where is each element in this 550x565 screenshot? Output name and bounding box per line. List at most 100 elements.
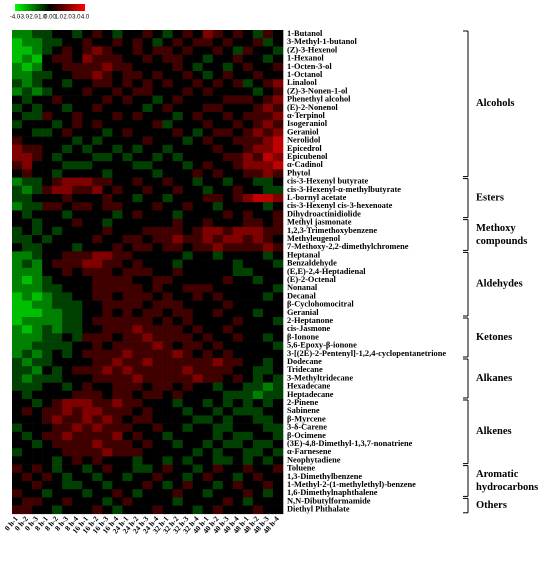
heatmap-cell: [52, 259, 63, 269]
heatmap-cell: [252, 87, 264, 96]
heatmap-cell: [222, 276, 234, 285]
heatmap-cell: [242, 431, 254, 441]
heatmap-cell: [82, 95, 93, 105]
heatmap-cell: [162, 202, 173, 211]
heatmap-cell: [182, 415, 193, 424]
heatmap-cell: [12, 440, 23, 449]
heatmap-cell: [162, 456, 173, 465]
heatmap-cell: [162, 317, 173, 326]
heatmap-cell: [42, 103, 53, 113]
heatmap-cell: [262, 202, 274, 211]
heatmap-cell: [222, 112, 234, 121]
heatmap-cell: [182, 284, 193, 293]
heatmap-cell: [272, 399, 284, 408]
heatmap-cell: [212, 210, 224, 219]
heatmap-cell: [132, 431, 143, 441]
heatmap-cell: [12, 185, 23, 195]
heatmap-cell: [32, 120, 43, 129]
heatmap-cell: [52, 349, 63, 359]
heatmap-cell: [42, 358, 53, 367]
heatmap-cell: [72, 54, 83, 64]
heatmap-cell: [162, 374, 173, 383]
heatmap-cell: [92, 407, 103, 416]
heatmap-cell: [22, 505, 33, 515]
heatmap-cell: [202, 276, 214, 285]
heatmap-cell: [132, 366, 143, 375]
heatmap-cell: [172, 464, 183, 474]
heatmap-cell: [242, 505, 254, 515]
heatmap-cell: [22, 120, 33, 129]
heatmap-cell: [122, 317, 133, 326]
heatmap-cell: [42, 456, 53, 465]
heatmap-cell: [162, 308, 173, 318]
heatmap-cell: [132, 423, 143, 433]
heatmap-cell: [232, 95, 244, 105]
heatmap-cell: [132, 456, 143, 465]
heatmap-cell: [22, 317, 33, 326]
heatmap-cell: [52, 251, 63, 260]
heatmap-cell: [222, 235, 234, 244]
heatmap-cell: [142, 472, 153, 482]
heatmap-cell: [172, 202, 183, 211]
heatmap-cell: [62, 481, 73, 490]
heatmap-cell: [212, 374, 224, 383]
heatmap-cell: [202, 30, 214, 39]
heatmap-cell: [62, 325, 73, 334]
heatmap-cell: [202, 317, 214, 326]
heatmap-cell: [102, 464, 113, 474]
heatmap-cell: [92, 267, 103, 277]
heatmap-cell: [232, 136, 244, 146]
row-label: Nonanal: [287, 283, 318, 292]
heatmap-cell: [272, 366, 284, 375]
heatmap-cell: [122, 136, 133, 146]
heatmap-cell: [242, 366, 254, 375]
heatmap-cell: [102, 136, 113, 146]
heatmap-cell: [172, 325, 183, 334]
row-label: Decanal: [287, 291, 317, 300]
heatmap-cell: [112, 194, 123, 203]
heatmap-cell: [192, 325, 204, 334]
heatmap-cell: [92, 505, 103, 515]
heatmap-cell: [122, 120, 133, 129]
heatmap-cell: [222, 30, 234, 39]
heatmap-cell: [62, 185, 73, 195]
heatmap-cell: [62, 456, 73, 465]
heatmap-cell: [192, 505, 204, 515]
heatmap-cell: [22, 136, 33, 146]
heatmap-cell: [132, 153, 143, 162]
heatmap-cell: [102, 103, 113, 113]
heatmap-cell: [142, 333, 153, 342]
heatmap-cell: [112, 202, 123, 211]
heatmap-cell: [52, 456, 63, 465]
heatmap-cell: [262, 267, 274, 277]
heatmap-cell: [82, 38, 93, 47]
heatmap-cell: [92, 71, 103, 80]
heatmap-cell: [152, 415, 163, 424]
heatmap-cell: [92, 472, 103, 482]
heatmap-cell: [182, 300, 193, 310]
heatmap-cell: [122, 54, 133, 64]
heatmap-cell: [222, 95, 234, 105]
row-label: (E,E)-2,4-Heptadienal: [287, 267, 366, 276]
heatmap-cell: [152, 251, 163, 260]
heatmap-cell: [192, 349, 204, 359]
heatmap-cell: [52, 407, 63, 416]
heatmap-cell: [72, 390, 83, 400]
heatmap-cell: [12, 284, 23, 293]
heatmap-cell: [262, 54, 274, 64]
heatmap-cell: [42, 79, 53, 88]
heatmap-cell: [62, 46, 73, 55]
row-label: (3E)-4,8-Dimethyl-1,3,7-nonatriene: [287, 439, 413, 448]
heatmap-cell: [22, 79, 33, 88]
heatmap-cell: [242, 95, 254, 105]
heatmap-cell: [72, 489, 83, 498]
heatmap-cell: [112, 226, 123, 236]
heatmap-cell: [242, 87, 254, 96]
heatmap-cell: [182, 161, 193, 170]
heatmap-cell: [182, 431, 193, 441]
heatmap-cell: [112, 120, 123, 129]
heatmap-cell: [192, 226, 204, 236]
heatmap-cell: [102, 284, 113, 293]
heatmap-cell: [152, 38, 163, 47]
heatmap-cell: [192, 194, 204, 203]
